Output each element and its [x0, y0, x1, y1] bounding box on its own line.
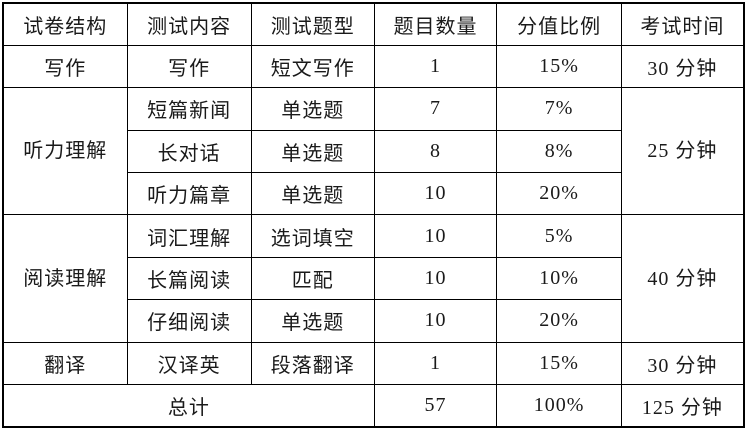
cell-percent: 20% [496, 172, 622, 216]
total-percent: 100% [496, 384, 622, 428]
table-row-listening-news: 听力理解 短篇新闻 单选题 7 7% 25 分钟 [2, 87, 745, 216]
cell-percent: 15% [496, 341, 622, 386]
header-count: 题目数量 [373, 2, 498, 46]
table-row-writing: 写作 写作 短文写作 1 15% 30 分钟 [2, 44, 745, 89]
cell-count: 1 [373, 44, 498, 89]
cell-content: 长对话 [126, 129, 252, 174]
cell-content: 仔细阅读 [126, 299, 252, 343]
cell-percent: 10% [496, 256, 622, 301]
cell-percent: 8% [496, 129, 622, 174]
cell-count: 1 [373, 341, 498, 386]
table-row-reading-long: 长篇阅读 匹配 10 10% [3, 256, 744, 301]
cell-type: 匹配 [250, 256, 375, 301]
cell-percent: 7% [496, 87, 622, 131]
cell-section: 翻译 [2, 341, 128, 386]
table-row-translation: 翻译 汉译英 段落翻译 1 15% 30 分钟 [2, 341, 745, 386]
cell-type: 单选题 [250, 299, 375, 343]
cell-time: 30 分钟 [620, 44, 745, 89]
cell-content: 短篇新闻 [126, 87, 252, 131]
cell-content: 听力篇章 [126, 172, 252, 216]
cell-count: 10 [373, 172, 498, 216]
cell-type: 段落翻译 [250, 341, 375, 386]
cell-section: 写作 [2, 44, 128, 89]
cell-percent: 15% [496, 44, 622, 89]
cell-count: 8 [373, 129, 498, 174]
cell-time-reading: 40 分钟 [620, 214, 745, 343]
cell-section-reading: 阅读理解 [2, 214, 128, 343]
table-row-reading-vocab: 阅读理解 词汇理解 选词填空 10 5% 40 分钟 [2, 214, 745, 343]
table-row-listening-passage: 听力篇章 单选题 10 20% [3, 172, 744, 216]
header-percent: 分值比例 [496, 2, 622, 46]
cell-time-listening: 25 分钟 [620, 87, 745, 216]
cell-count: 10 [373, 256, 498, 301]
header-time: 考试时间 [620, 2, 745, 46]
cell-section-listening: 听力理解 [2, 87, 128, 216]
cell-count: 10 [373, 214, 498, 258]
cell-content: 长篇阅读 [126, 256, 252, 301]
cell-type: 单选题 [250, 172, 375, 216]
cell-content: 汉译英 [126, 341, 252, 386]
cell-percent: 20% [496, 299, 622, 343]
cell-type: 选词填空 [250, 214, 375, 258]
header-row: 试卷结构 测试内容 测试题型 题目数量 分值比例 考试时间 [2, 2, 745, 46]
header-type: 测试题型 [250, 2, 375, 46]
total-row: 总计 57 100% 125 分钟 [2, 384, 745, 428]
cell-count: 10 [373, 299, 498, 343]
header-content: 测试内容 [126, 2, 252, 46]
cell-percent: 5% [496, 214, 622, 258]
cell-count: 7 [373, 87, 498, 131]
cell-type: 单选题 [250, 129, 375, 174]
cell-content: 写作 [126, 44, 252, 89]
total-count: 57 [373, 384, 498, 428]
header-structure: 试卷结构 [2, 2, 128, 46]
total-label: 总计 [2, 384, 375, 428]
cell-type: 短文写作 [250, 44, 375, 89]
cell-time: 30 分钟 [620, 341, 745, 386]
total-time: 125 分钟 [620, 384, 745, 428]
cell-type: 单选题 [250, 87, 375, 131]
cell-content: 词汇理解 [126, 214, 252, 258]
